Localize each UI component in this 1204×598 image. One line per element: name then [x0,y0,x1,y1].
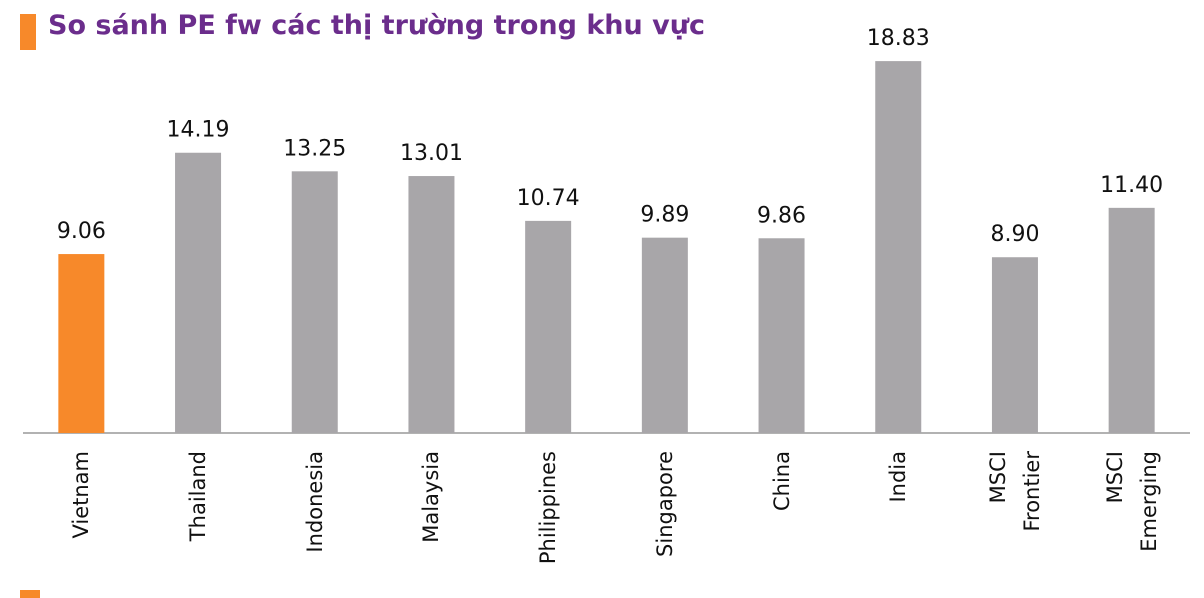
x-tick-label: China [769,451,794,511]
x-tick-label: Malaysia [419,451,444,543]
bar [1108,207,1155,433]
x-tick-label: Philippines [536,451,561,565]
bar [408,176,455,434]
value-label: 9.06 [57,219,106,244]
value-label: 8.90 [990,222,1039,247]
x-tick-label: Singapore [652,451,677,557]
value-label: 13.25 [283,136,346,161]
x-tick-label: Indonesia [302,451,327,553]
value-label: 9.86 [757,203,806,228]
bar [175,152,222,433]
value-label: 18.83 [867,26,930,51]
title-marker [20,14,36,50]
x-tick-label: MSCI Emerging [1102,451,1161,552]
bar [758,238,805,433]
bar [291,171,338,433]
bar [58,254,105,433]
chart-title: So sánh PE fw các thị trường trong khu v… [48,10,705,41]
value-label: 9.89 [640,203,689,228]
value-label: 13.01 [400,141,463,166]
x-tick-label: India [886,451,911,503]
bar [875,61,922,434]
value-label: 10.74 [517,186,580,211]
bar [525,220,572,433]
x-tick-label: Thailand [186,451,211,542]
value-label: 11.40 [1100,173,1163,198]
footer-marker [20,590,40,598]
bar [991,257,1038,433]
bar [641,237,688,433]
value-label: 14.19 [167,118,230,143]
x-tick-label: MSCI Frontier [985,451,1044,532]
x-tick-label: Vietnam [69,451,94,539]
